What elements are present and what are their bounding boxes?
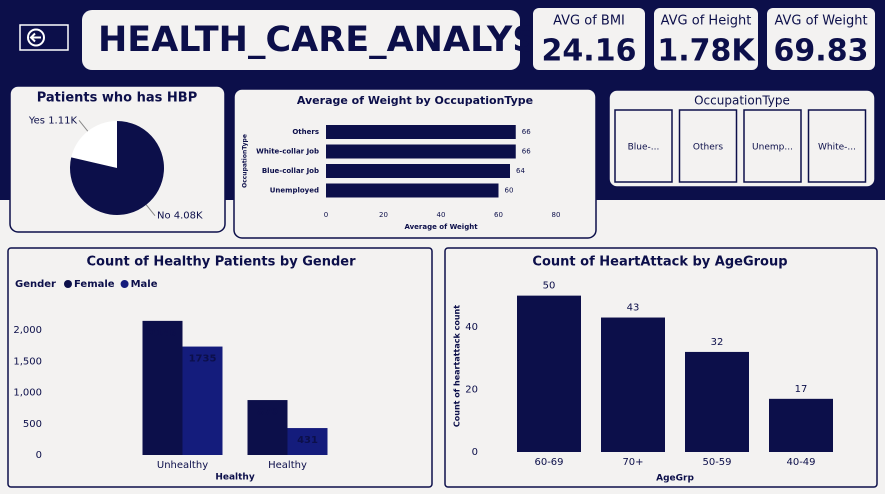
x-tick-label: 40 [437,211,446,219]
slicer-item[interactable] [614,109,673,183]
bar [287,428,328,455]
kpi-card [533,8,645,70]
back-button-frame[interactable] [19,24,69,51]
y-tick-label: Blue-collar Job [262,167,319,175]
pie-label: No 4.08K [157,211,203,222]
chart-title: Count of Healthy Patients by Gender [87,255,357,270]
slicer-item-label: Others [693,143,724,153]
bar [326,144,516,159]
y-tick-label: 1,000 [13,388,42,399]
title-card [82,10,520,70]
x-axis-label: Average of Weight [404,223,478,231]
bar [247,400,288,455]
x-tick-label: 80 [552,211,561,219]
kpi-label: AVG of Weight [774,14,867,29]
data-label: 60 [505,187,514,195]
slicer-item-label: Unemp... [752,143,793,153]
bar [601,317,665,452]
y-tick-label: Others [292,128,319,136]
dashboard-title: HEALTH_CARE_ANALYSIS [98,20,576,60]
data-label: 64 [516,167,525,175]
x-tick-label: 60-69 [534,457,563,468]
bar [182,346,223,455]
pie-label-category: Yes [28,115,45,126]
data-label: 32 [711,337,724,348]
x-tick-label: 50-59 [702,457,731,468]
kpi-label: AVG of Height [661,14,752,29]
slicer[interactable]: Blue-... Others Unemp... White-... [614,109,867,183]
data-label: 431 [297,435,318,446]
slicer-item[interactable] [807,109,867,183]
y-tick-label: 20 [465,384,478,395]
data-label: 879 [257,407,278,418]
x-axis-label: Healthy [215,473,255,483]
legend-swatch [120,280,129,288]
y-axis-label: Count of heartattack count [453,305,462,427]
y-tick-label: Unemployed [270,187,319,195]
y-tick-label: 40 [465,322,478,333]
y-tick-label: 1,500 [13,356,42,367]
y-tick-label: 0 [472,447,478,458]
x-tick-label: 20 [379,211,388,219]
pie-label: Yes 1.11K [28,115,78,126]
bar [326,125,516,139]
chart-title: Patients who has HBP [37,91,198,106]
kpi-card [654,8,758,70]
data-label: 2146 [149,328,177,339]
legend-title: Gender [15,279,56,290]
y-tick-label: White-collar Job [256,148,319,156]
y-tick-label: 500 [23,419,42,430]
data-label: 17 [795,384,808,395]
x-tick-label: Unhealthy [157,460,208,471]
panel [233,88,597,239]
kpi-card [767,8,875,70]
x-tick-label: 70+ [622,457,643,468]
back-button[interactable] [19,24,69,51]
pie-label-category: No [157,211,171,222]
pie-leader [145,204,156,217]
data-label: 50 [543,281,556,292]
x-tick-label: 0 [324,211,328,219]
pie-slice [71,121,117,168]
pie-label-value: 4.08K [174,211,203,222]
data-label: 66 [522,148,531,156]
kpi-value: 69.83 [774,34,869,69]
pie-label-value: 1.11K [48,115,77,126]
bar [326,183,499,198]
bar [142,320,183,455]
kpi-value: 24.16 [542,34,637,69]
data-label: 1735 [189,354,217,365]
x-tick-label: 60 [494,211,503,219]
data-label: 43 [627,303,640,314]
slicer-title: OccupationType [694,94,790,108]
y-tick-label: 2,000 [13,325,42,336]
x-tick-label: Healthy [268,460,307,471]
bar [685,351,749,452]
legend-label: Female [74,279,115,290]
bar [326,164,510,178]
y-tick-label: 0 [36,450,42,461]
x-axis-label: AgeGrp [656,474,694,484]
back-arrow [29,32,41,43]
data-label: 66 [522,128,531,136]
slicer-item-label: White-... [818,143,856,153]
bar [769,398,833,452]
bar [517,295,581,452]
slicer-item[interactable] [678,109,738,183]
back-icon [27,28,45,47]
pie-leader [78,119,89,132]
slicer-item-label: Blue-... [628,143,660,153]
chart-title: Count of HeartAttack by AgeGroup [532,255,787,270]
legend-label: Male [131,279,158,290]
kpi-label: AVG of BMI [553,14,625,29]
slicer-item[interactable] [743,109,802,183]
legend-swatch [63,280,72,288]
chart-title: Average of Weight by OccupationType [297,94,533,107]
x-tick-label: 40-49 [786,457,815,468]
y-axis-label: OccupationType [242,134,249,188]
pie-slice [70,121,164,215]
kpi-value: 1.78K [657,34,756,69]
